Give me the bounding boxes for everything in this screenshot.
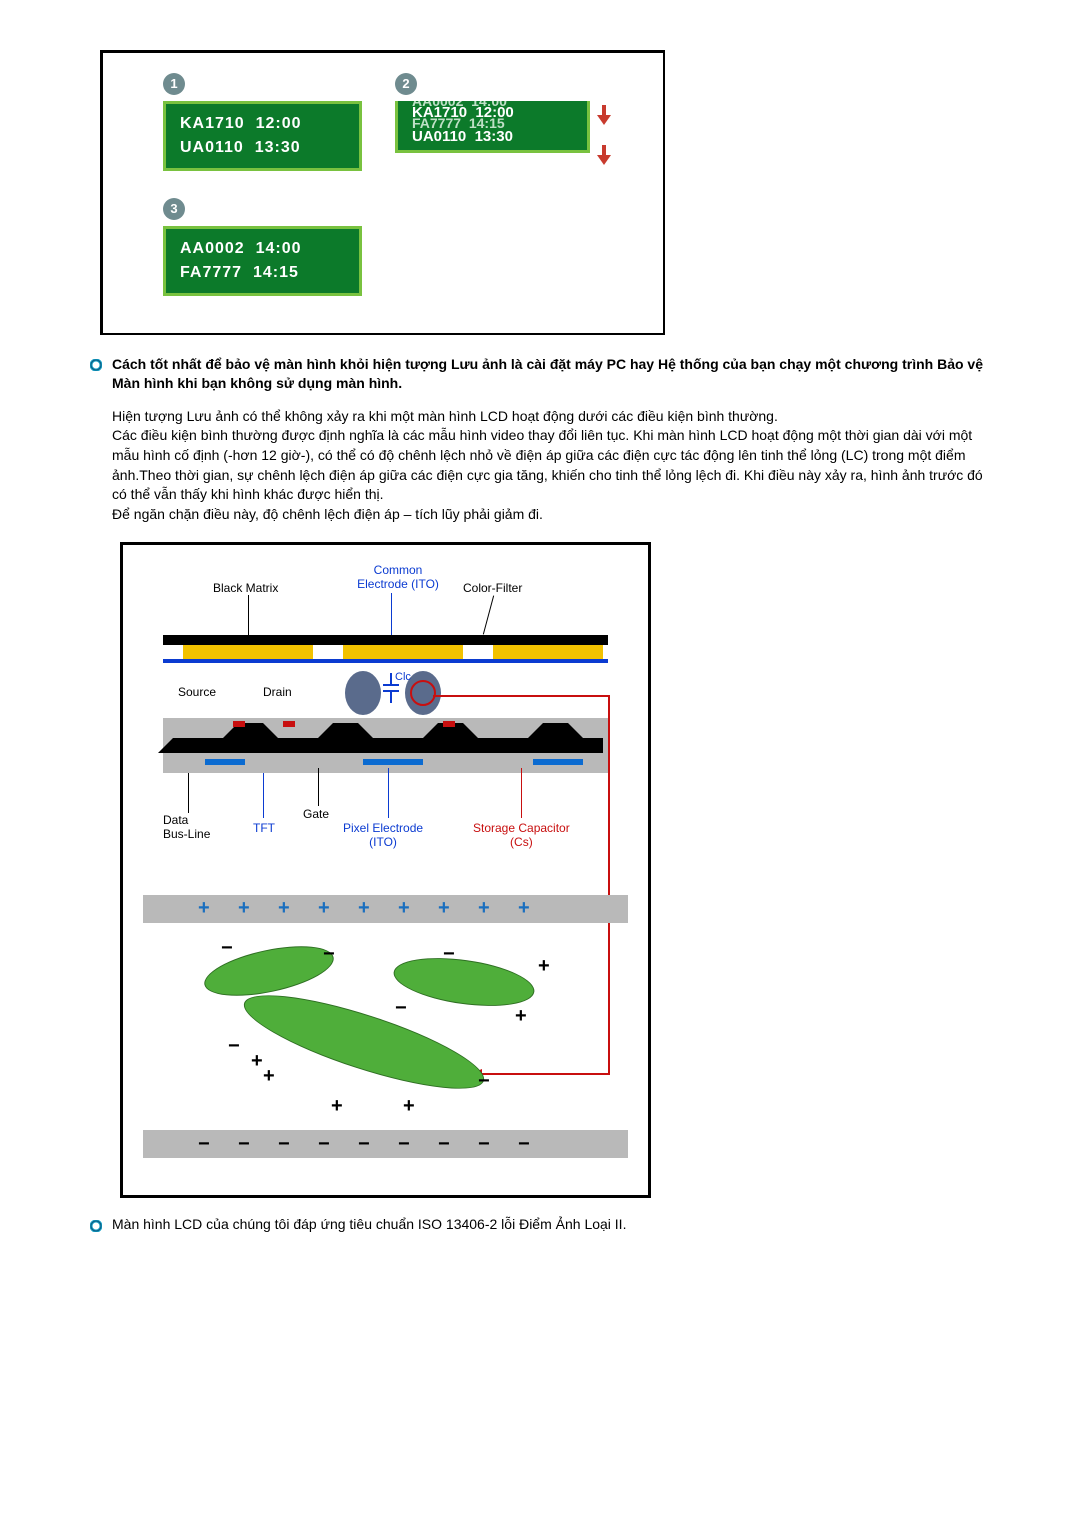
document-page: 1 2 3 KA1710 12:00 UA0110 13:30 AA0002 1… (0, 0, 1080, 1306)
paragraph-1: Hiện tượng Lưu ảnh có thể không xảy ra k… (112, 407, 990, 427)
bullet-item-1: Cách tốt nhất để bảo vệ màn hình khỏi hi… (90, 355, 990, 393)
label-tft: TFT (253, 821, 275, 835)
panel1-row1: KA1710 12:00 (180, 112, 345, 136)
callout-line (433, 695, 608, 697)
scroll-arrow-icon (597, 105, 611, 127)
capacitor-diagram: [55,95,135,175,215,255,295,335,375] − − … (143, 895, 628, 1175)
panel3-row1: AA0002 14:00 (180, 237, 345, 261)
bullet-1-text: Cách tốt nhất để bảo vệ màn hình khỏi hi… (112, 355, 990, 393)
bullet-icon (90, 1220, 102, 1232)
figure-lcd-cross-section: Common Electrode (ITO) Black Matrix Colo… (120, 542, 651, 1198)
label-data-bus: Data Bus-Line (163, 813, 210, 841)
label-source: Source (178, 685, 216, 699)
badge-3: 3 (163, 198, 185, 220)
panel3-row2: FA7777 14:15 (180, 261, 345, 285)
cross-section-svg (143, 563, 628, 863)
label-clc: Clc (395, 671, 411, 683)
bullet-icon (90, 359, 102, 371)
panel-3: AA0002 14:00 FA7777 14:15 (163, 226, 362, 296)
label-gate: Gate (303, 807, 329, 821)
badge-1: 1 (163, 73, 185, 95)
paragraph-3: Để ngăn chặn điều này, độ chênh lệch điệ… (112, 505, 990, 525)
paragraph-block: Hiện tượng Lưu ảnh có thể không xảy ra k… (112, 407, 990, 525)
badge-2: 2 (395, 73, 417, 95)
bullet-item-2: Màn hình LCD của chúng tôi đáp ứng tiêu … (90, 1216, 990, 1232)
paragraph-2: Các điều kiện bình thường được định nghĩ… (112, 426, 990, 504)
panel-1: KA1710 12:00 UA0110 13:30 (163, 101, 362, 171)
label-pixel-electrode: Pixel Electrode (ITO) (343, 821, 423, 849)
scroll-arrow-icon (597, 145, 611, 167)
cross-section: Common Electrode (ITO) Black Matrix Colo… (143, 563, 628, 863)
bullet-2-text: Màn hình LCD của chúng tôi đáp ứng tiêu … (112, 1216, 626, 1232)
label-drain: Drain (263, 685, 292, 699)
panel1-row2: UA0110 13:30 (180, 136, 345, 160)
label-storage-capacitor: Storage Capacitor (Cs) (473, 821, 570, 849)
figure-flight-panels: 1 2 3 KA1710 12:00 UA0110 13:30 AA0002 1… (100, 50, 665, 335)
panel-2: AA0002 14:00 KA1710 12:00 FA7777 14:15 U… (395, 101, 590, 173)
